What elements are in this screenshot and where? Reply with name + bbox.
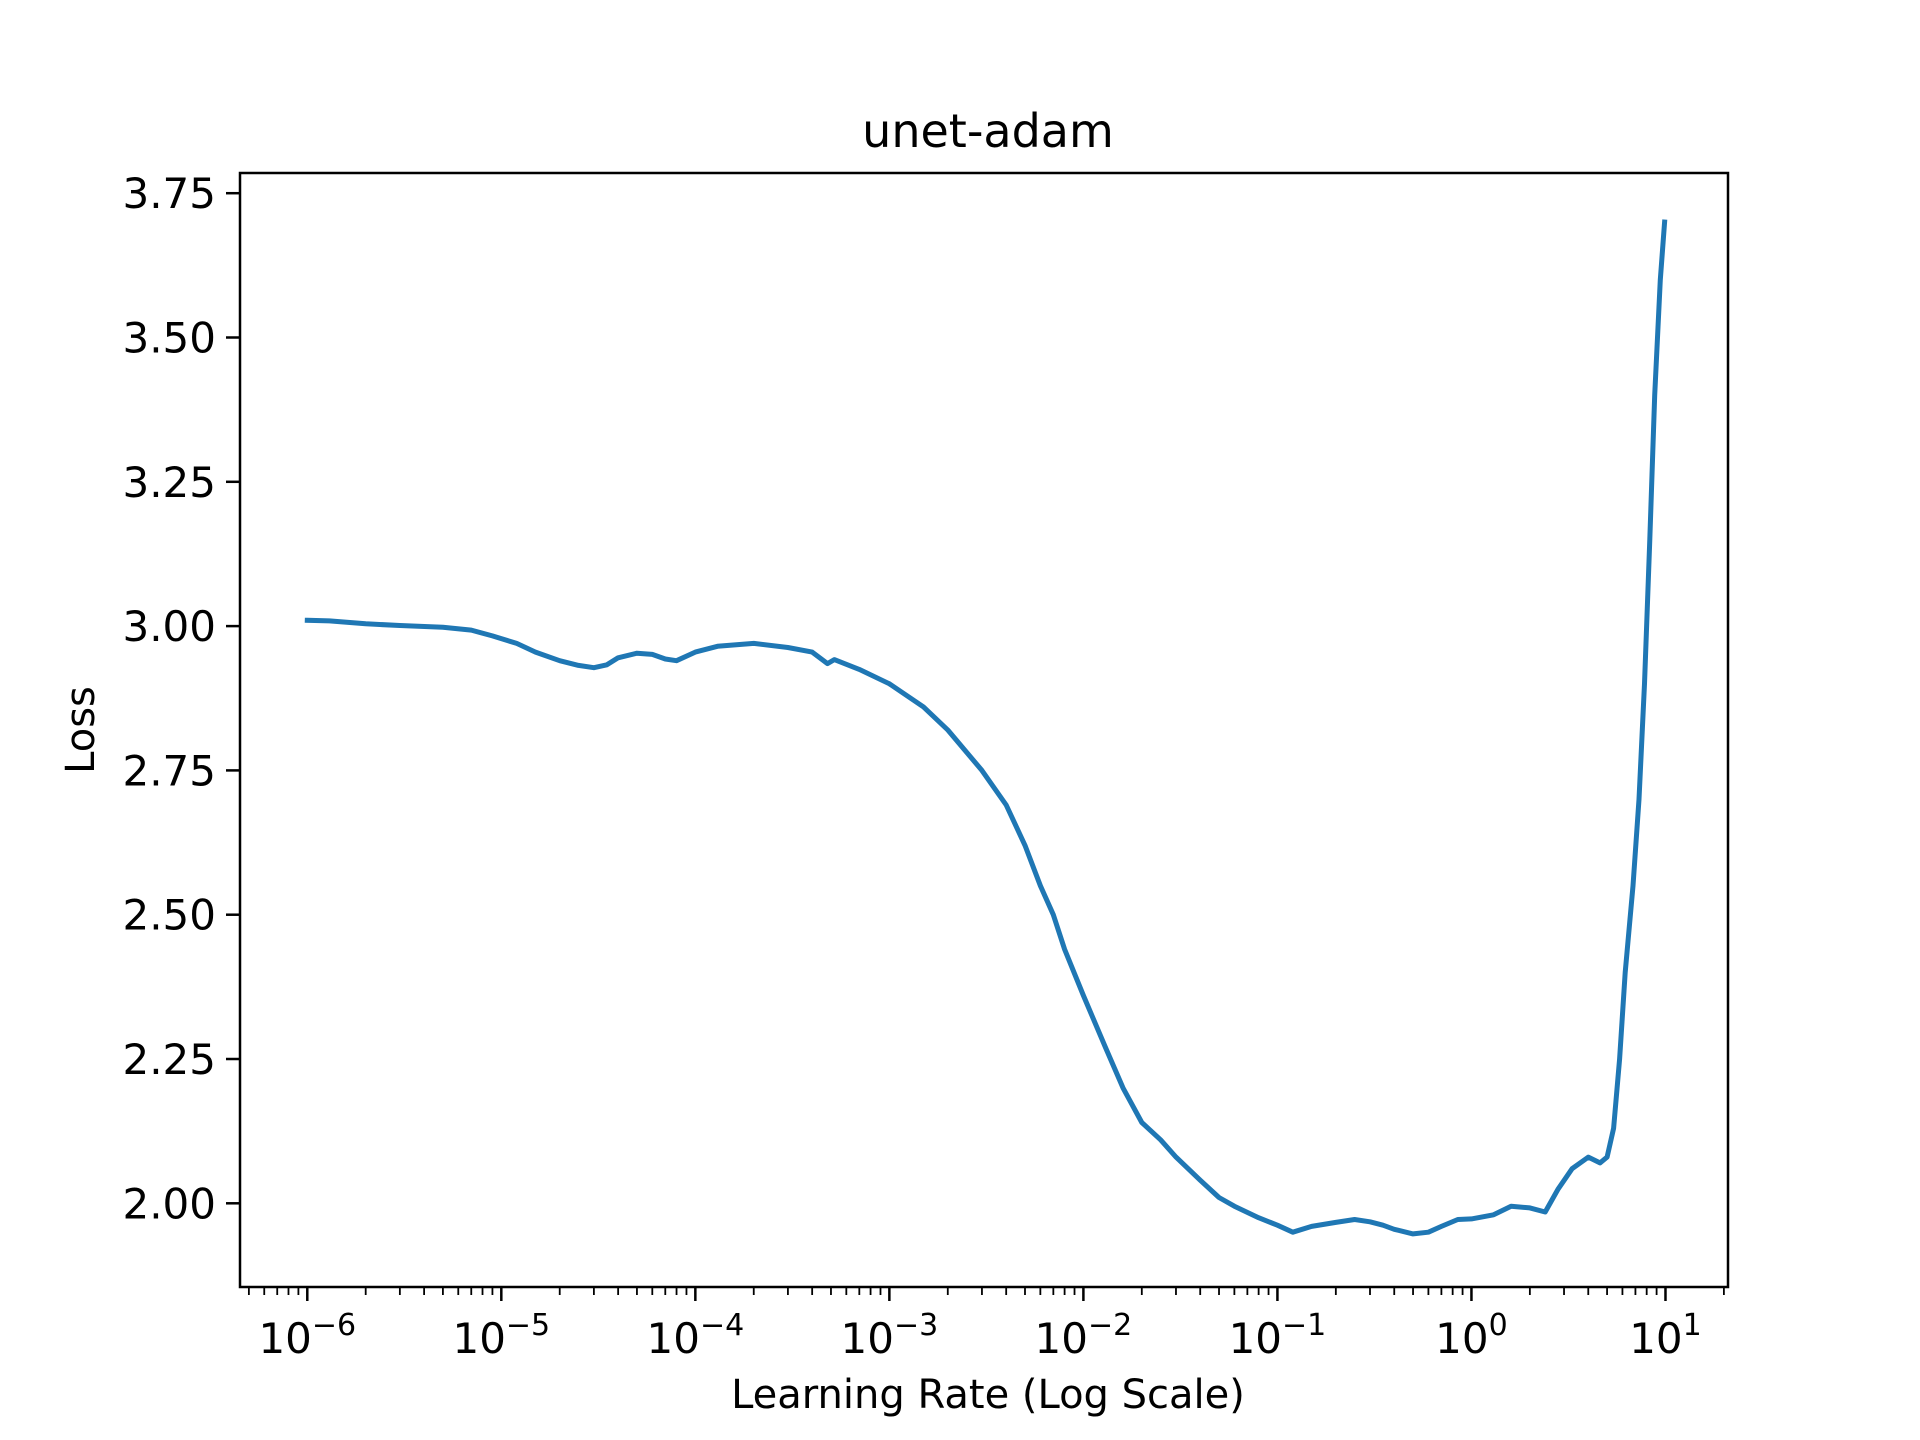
x-tick-label: 100 — [1435, 1308, 1508, 1363]
y-tick-label: 3.75 — [122, 169, 216, 218]
y-tick-label: 2.00 — [122, 1179, 216, 1228]
y-tick-label: 2.50 — [122, 891, 216, 940]
y-tick-label: 3.25 — [122, 458, 216, 507]
y-tick-label: 3.00 — [122, 602, 216, 651]
y-axis-label: Loss — [58, 686, 104, 774]
axis-ticks — [226, 191, 1725, 1301]
loss-line — [304, 219, 1668, 1237]
x-tick-label: 10−2 — [1035, 1308, 1133, 1363]
y-tick-label: 2.25 — [122, 1035, 216, 1084]
plot-area — [238, 171, 1730, 1289]
x-tick-label: 10−4 — [646, 1308, 744, 1363]
x-tick-label: 101 — [1629, 1308, 1702, 1363]
y-tick-label: 2.75 — [122, 746, 216, 795]
x-tick-label: 10−3 — [841, 1308, 939, 1363]
x-tick-label: 10−6 — [258, 1308, 356, 1363]
x-tick-label: 10−1 — [1229, 1308, 1327, 1363]
chart-title: unet-adam — [862, 104, 1114, 158]
x-axis-label: Learning Rate (Log Scale) — [731, 1372, 1245, 1418]
y-tick-label: 3.50 — [122, 314, 216, 363]
axis-tick-labels: 10−6 10−5 10−4 10−3 10−2 10−1 100 101 2.00 2.25 2.… — [122, 169, 1701, 1363]
x-tick-label: 10−5 — [452, 1308, 550, 1363]
